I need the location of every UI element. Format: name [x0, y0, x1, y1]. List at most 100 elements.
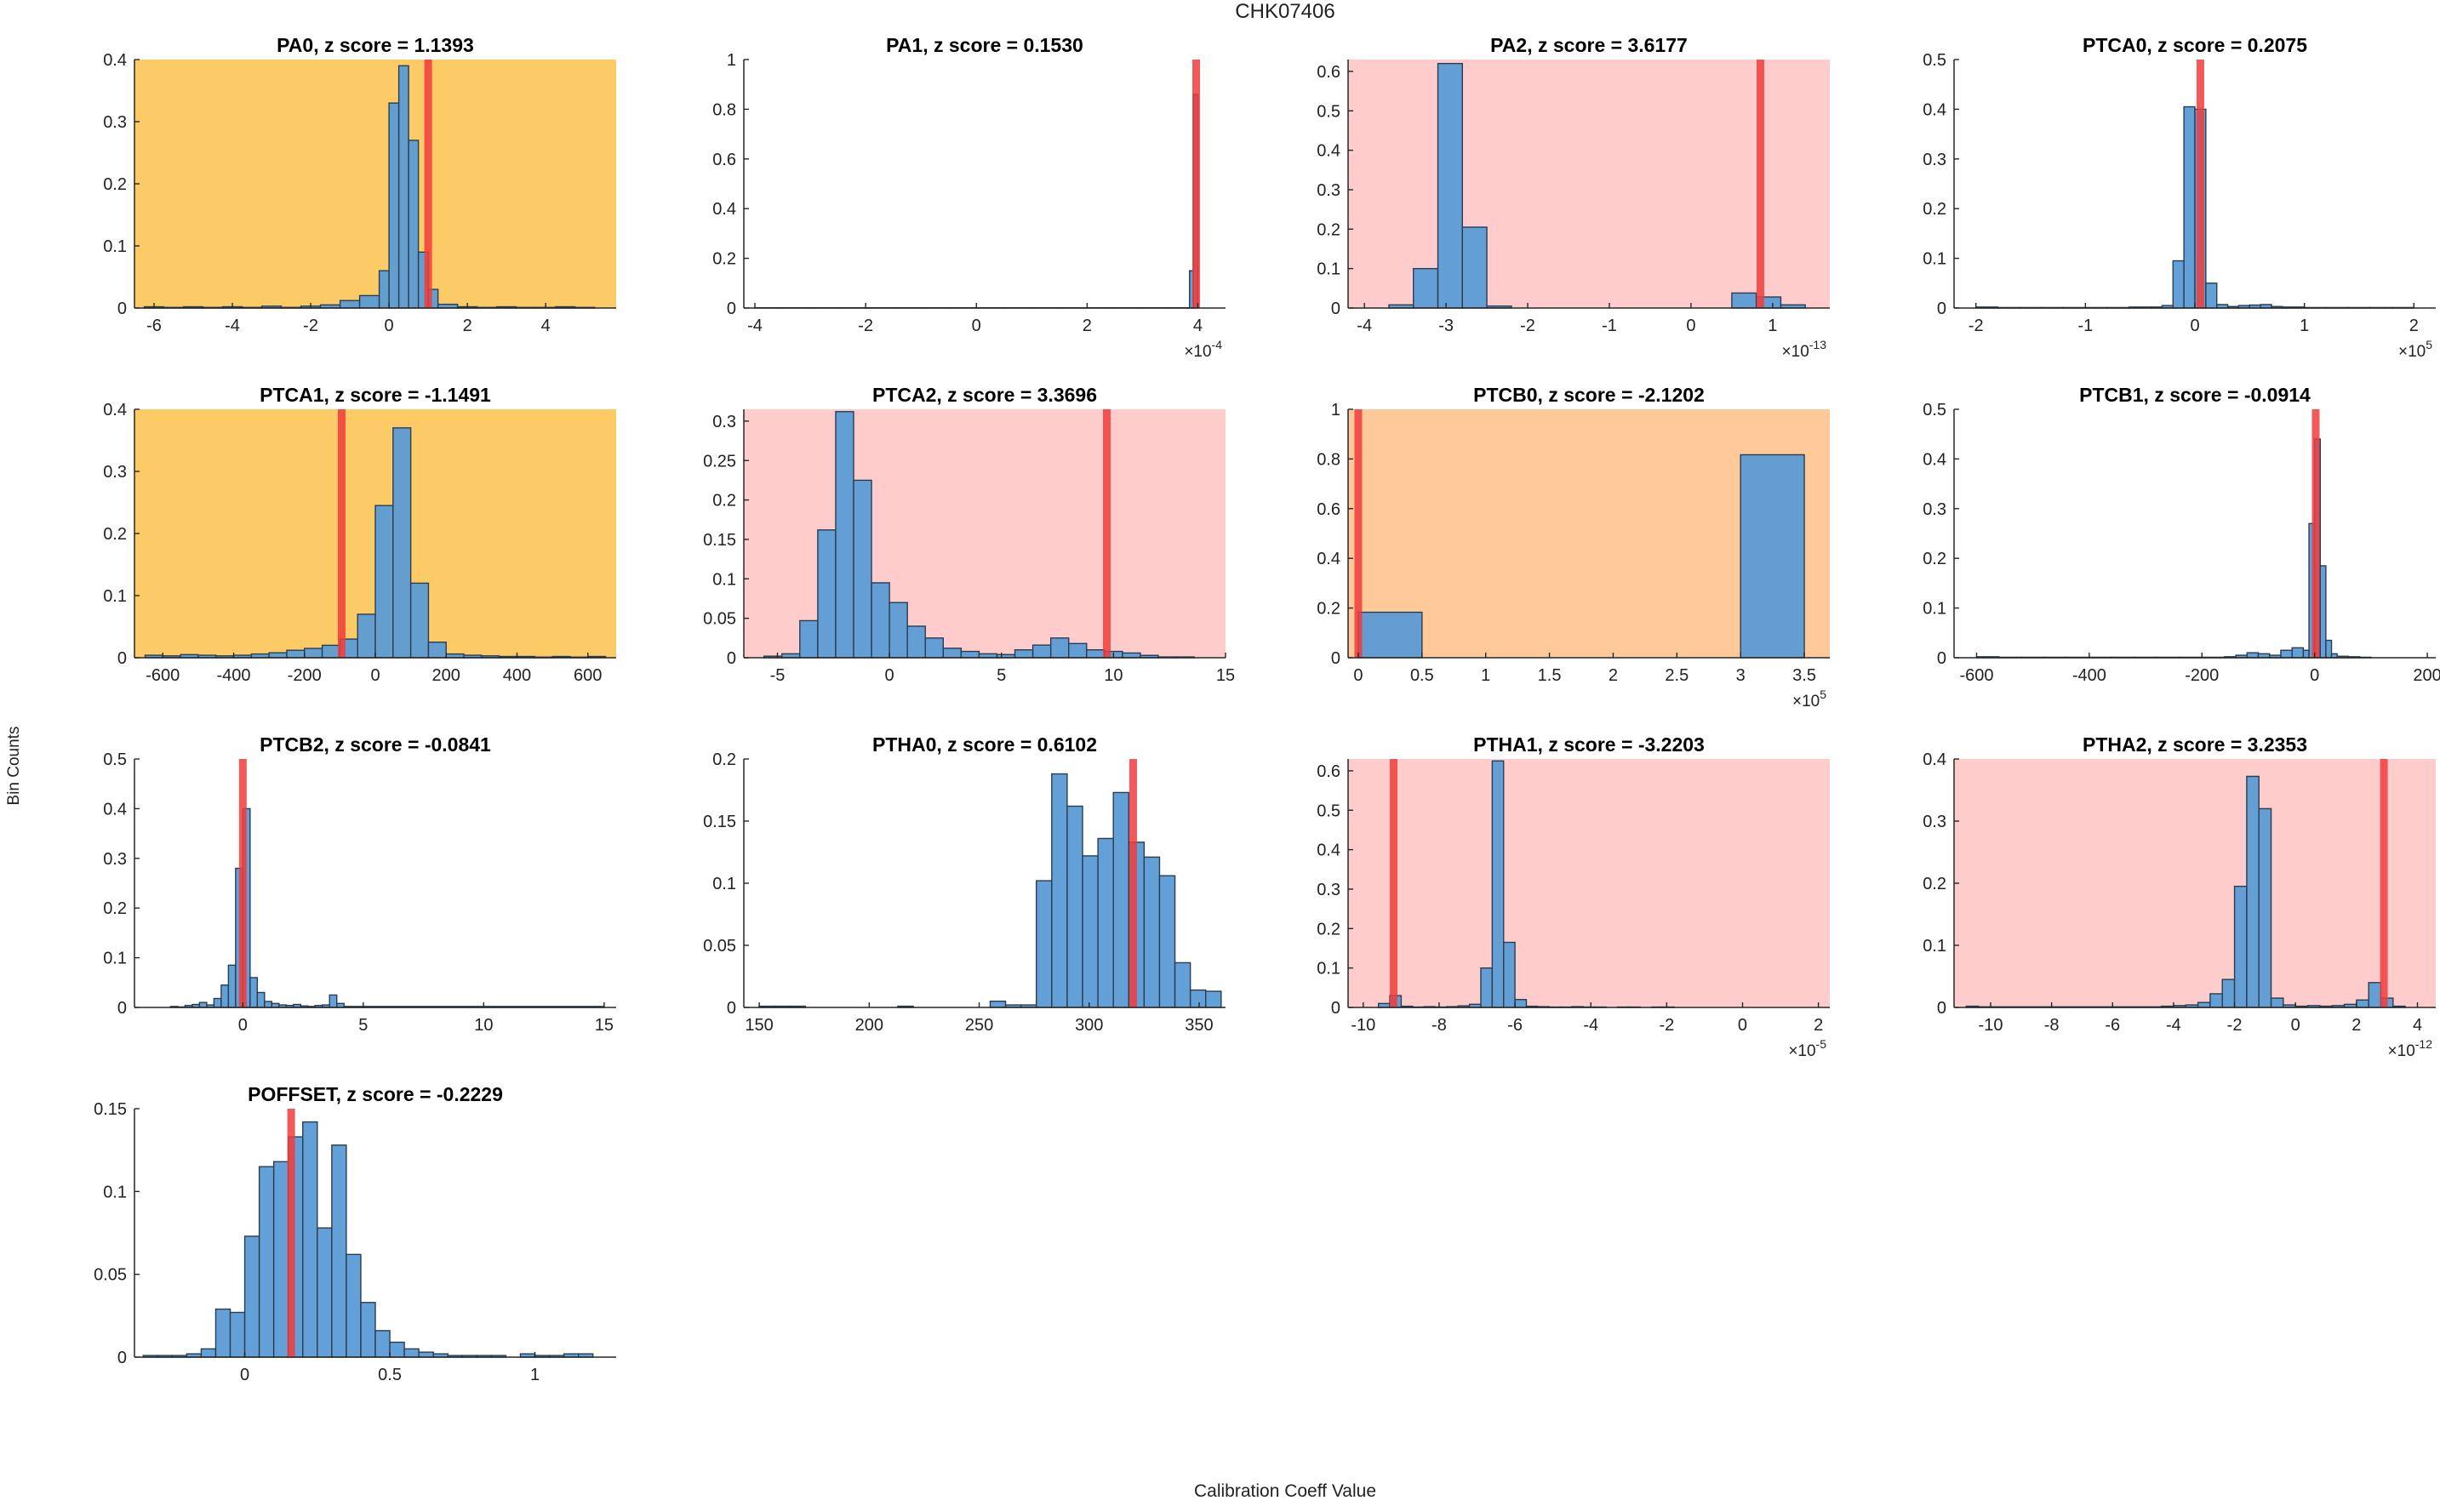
- plot-background: [744, 60, 1226, 308]
- y-tick-label: 0: [1937, 300, 1946, 318]
- y-tick-label: 0.2: [712, 250, 736, 269]
- histogram-panel: 0 0.1 0.2 0.3 0.4 -10 -8 -6 -4 -2 0 2 4 ×10-12 PTHA2, …: [1923, 733, 2436, 1060]
- histogram-bar: [942, 648, 963, 659]
- x-tick-label: -2: [1520, 317, 1535, 335]
- histogram-bar: [1036, 880, 1053, 1008]
- histogram-bar: [1514, 999, 1528, 1008]
- histogram-bar: [1731, 292, 1757, 309]
- histogram-bar: [1491, 760, 1505, 1008]
- x-tick-label: -2: [1659, 1016, 1674, 1035]
- y-tick-label: 0.3: [103, 113, 127, 132]
- y-tick-label: 0.5: [1923, 401, 1946, 419]
- y-tick-label: 0: [117, 300, 127, 318]
- histogram-bar: [1158, 875, 1176, 1008]
- y-tick-label: 0.1: [103, 1183, 127, 1201]
- x-tick-label: 300: [1075, 1016, 1103, 1035]
- histogram-bar: [2258, 807, 2272, 1008]
- histogram-bar: [272, 1161, 289, 1358]
- x-tick-label: -2: [303, 317, 318, 335]
- y-tick-label: 0.3: [103, 463, 127, 482]
- y-tick-label: 0.25: [703, 452, 736, 471]
- histogram-bar: [1112, 791, 1129, 1008]
- histogram-panel: 0 0.1 0.2 0.3 0.4 0.5 0.6 -4 -3 -2 -1 0 1 ×10-13 PA2, …: [1317, 34, 1830, 361]
- figure-title: CHK07406: [1235, 0, 1335, 23]
- x-tick-label: -1: [1602, 317, 1617, 335]
- y-tick-label: 0: [727, 649, 736, 668]
- x-tick-label: -600: [1959, 666, 1993, 685]
- value-marker-line: [1354, 409, 1363, 658]
- y-tick-label: 0: [1937, 649, 1946, 668]
- y-tick-label: 0.15: [703, 531, 736, 550]
- x-tick-label: -2: [858, 317, 873, 335]
- histogram-bar: [258, 1166, 275, 1358]
- histogram-bar: [2209, 993, 2223, 1008]
- histogram-bar: [835, 411, 854, 659]
- y-tick-label: 0.6: [1317, 63, 1340, 82]
- x-tick-label: 4: [2413, 1016, 2422, 1035]
- y-tick-label: 0.3: [712, 413, 736, 431]
- x-tick-label: -5: [770, 666, 786, 685]
- x-tick-label: -6: [1507, 1016, 1523, 1035]
- y-tick-label: 0.4: [1923, 750, 1946, 769]
- value-marker-line: [2311, 409, 2320, 658]
- y-tick-label: 0.8: [1317, 450, 1340, 469]
- x-tick-label: 1: [1481, 666, 1490, 685]
- y-tick-label: 0.4: [1317, 842, 1340, 860]
- x-tick-label: 1.5: [1538, 666, 1562, 685]
- histogram-bar: [243, 1235, 260, 1358]
- x-tick-label: 200: [432, 666, 460, 685]
- histogram-bar: [799, 619, 819, 659]
- x-tick-label: 2.5: [1665, 666, 1689, 685]
- histogram-bar: [358, 294, 380, 309]
- histogram-bar: [427, 642, 447, 659]
- value-marker-line: [1756, 60, 1764, 308]
- histogram-bar: [229, 1311, 246, 1358]
- y-tick-label: 0.1: [1923, 937, 1946, 956]
- x-tick-label: 0: [1738, 1016, 1747, 1035]
- x-tick-label: -4: [2166, 1016, 2181, 1035]
- x-tick-label: -400: [2072, 666, 2106, 685]
- y-tick-label: 0: [1937, 999, 1946, 1018]
- y-tick-label: 0.1: [103, 587, 127, 606]
- y-tick-label: 0: [117, 999, 127, 1018]
- x-tick-label: -10: [1351, 1016, 1375, 1035]
- histogram-bar: [360, 1302, 376, 1358]
- histogram-panel: 0 0.1 0.2 0.3 0.4 0.5 -600 -400 -200 0 200 PTCB1, z…: [1923, 384, 2440, 685]
- x-tick-label: 1: [1768, 317, 1777, 335]
- histogram-panel: 0 0.1 0.2 0.3 0.4 -600 -400 -200 0 200 400 600 PTCA1…: [103, 384, 616, 685]
- panel-title: PA1, z score = 0.1530: [886, 34, 1083, 56]
- histogram-bar: [1031, 644, 1052, 659]
- y-tick-label: 0.8: [712, 100, 736, 119]
- x-tick-label: 0.5: [378, 1366, 402, 1384]
- y-tick-label: 0.4: [712, 200, 736, 219]
- x-tick-label: 3: [1736, 666, 1746, 685]
- histogram-bar: [2291, 647, 2305, 659]
- value-marker-line: [337, 409, 346, 658]
- y-tick-label: 0: [1331, 999, 1340, 1018]
- y-tick-label: 0.2: [103, 899, 127, 918]
- histogram-bar: [304, 648, 323, 659]
- histogram-bar: [357, 613, 376, 659]
- x-tick-label: 250: [965, 1016, 993, 1035]
- value-marker-line: [287, 1109, 295, 1357]
- x-tick-label: 2: [2351, 1016, 2361, 1035]
- y-tick-label: 1: [1331, 401, 1340, 419]
- histogram-bar: [2280, 649, 2293, 659]
- x-tick-label: 0: [238, 1016, 248, 1035]
- histogram-bar: [2221, 979, 2236, 1008]
- y-tick-label: 0: [117, 649, 127, 668]
- x-tick-label: 350: [1185, 1016, 1213, 1035]
- y-tick-label: 0.1: [712, 570, 736, 589]
- y-tick-label: 0.4: [1923, 450, 1946, 469]
- y-tick-label: 0.2: [1317, 220, 1340, 239]
- axis-exponent: ×10-4: [1184, 338, 1222, 361]
- x-tick-label: -3: [1438, 317, 1454, 335]
- x-tick-label: 200: [2413, 666, 2440, 685]
- x-tick-label: 3.5: [1792, 666, 1816, 685]
- y-tick-label: 0.2: [1317, 920, 1340, 939]
- axis-exponent: ×10-5: [1788, 1037, 1826, 1060]
- x-tick-label: 0: [370, 666, 380, 685]
- y-tick-label: 0.6: [1317, 762, 1340, 781]
- histogram-bar: [317, 1227, 333, 1358]
- y-tick-label: 0.1: [1317, 960, 1340, 979]
